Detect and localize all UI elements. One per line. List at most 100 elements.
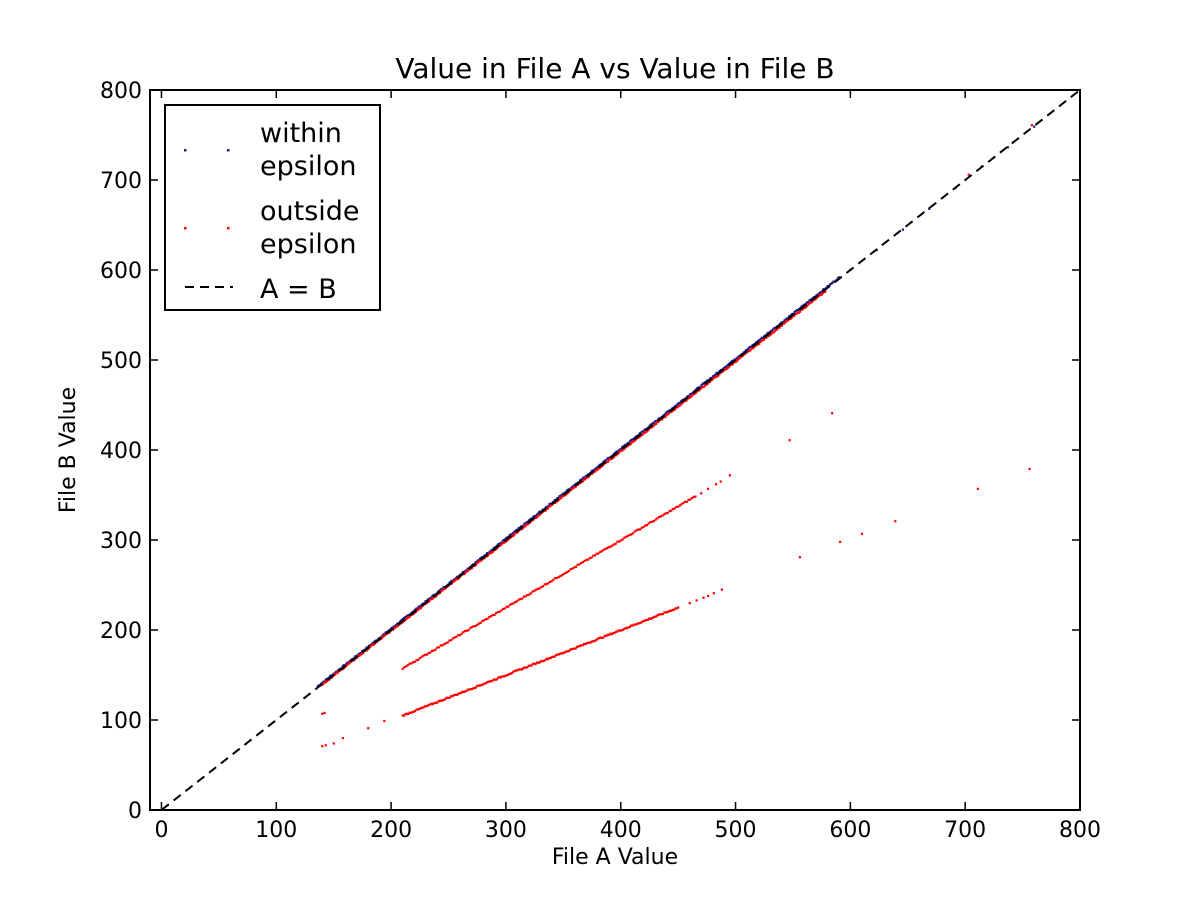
data-point xyxy=(456,578,460,581)
data-point xyxy=(689,498,692,501)
data-point xyxy=(650,423,653,426)
data-point xyxy=(519,525,523,528)
data-point xyxy=(632,623,636,626)
data-point xyxy=(638,622,641,625)
data-point xyxy=(686,395,690,398)
data-point xyxy=(383,719,386,723)
data-point xyxy=(536,515,539,519)
data-point xyxy=(798,556,802,559)
data-point xyxy=(545,582,548,586)
data-point xyxy=(648,617,651,620)
data-point xyxy=(429,598,432,601)
data-point xyxy=(581,477,584,480)
data-point xyxy=(578,644,582,648)
data-point xyxy=(506,536,509,539)
data-point xyxy=(503,541,506,544)
data-point xyxy=(505,605,508,608)
data-point xyxy=(678,404,682,407)
data-point xyxy=(461,570,465,574)
data-point xyxy=(345,663,348,666)
data-point xyxy=(806,304,809,308)
data-point xyxy=(801,308,804,311)
data-point xyxy=(459,691,462,695)
data-point xyxy=(465,570,468,573)
data-point xyxy=(510,533,514,536)
data-point xyxy=(465,689,468,693)
data-point xyxy=(509,533,512,536)
data-point xyxy=(505,674,508,677)
data-point xyxy=(558,495,561,498)
data-point xyxy=(618,629,622,632)
data-point xyxy=(656,614,659,617)
data-point xyxy=(612,543,616,546)
data-point xyxy=(652,520,655,523)
data-point xyxy=(480,556,483,559)
data-point xyxy=(749,348,752,351)
data-point xyxy=(702,596,705,599)
data-point xyxy=(560,496,563,500)
data-point xyxy=(594,469,598,472)
x-tick-label: 300 xyxy=(485,818,527,843)
data-point xyxy=(414,608,417,611)
data-point xyxy=(566,488,569,492)
data-point xyxy=(321,712,324,715)
data-point xyxy=(476,623,479,626)
data-point xyxy=(467,629,470,632)
data-point xyxy=(528,664,532,667)
data-point xyxy=(676,406,679,409)
data-point xyxy=(570,487,574,491)
data-point xyxy=(477,684,480,687)
data-point xyxy=(583,559,586,563)
data-point xyxy=(642,429,645,432)
data-point xyxy=(573,486,576,489)
data-point xyxy=(722,370,725,373)
data-point xyxy=(471,566,474,569)
data-point xyxy=(406,664,409,667)
data-point xyxy=(499,676,503,679)
data-point xyxy=(728,474,732,477)
data-point xyxy=(818,294,821,297)
data-point xyxy=(600,550,604,553)
data-point xyxy=(611,544,614,547)
data-point xyxy=(484,682,487,685)
data-point xyxy=(491,679,494,682)
data-point xyxy=(552,655,555,658)
data-point xyxy=(548,505,551,508)
x-tick-label: 600 xyxy=(829,818,871,843)
data-point xyxy=(814,298,817,301)
data-point xyxy=(657,417,660,420)
data-point xyxy=(395,625,398,628)
data-point xyxy=(437,590,440,593)
data-point xyxy=(623,444,626,447)
data-point xyxy=(489,615,493,618)
data-point xyxy=(710,376,713,380)
data-point xyxy=(510,535,514,538)
data-point xyxy=(654,422,658,426)
data-point xyxy=(452,694,456,697)
data-point xyxy=(601,461,604,464)
data-point xyxy=(681,401,684,405)
data-point xyxy=(415,708,418,711)
data-point xyxy=(787,315,791,318)
data-point xyxy=(434,701,438,704)
data-point xyxy=(512,534,515,538)
data-point xyxy=(511,532,515,535)
data-point xyxy=(474,686,478,689)
data-point xyxy=(703,381,707,384)
data-point xyxy=(607,456,610,460)
data-point xyxy=(800,305,803,308)
legend-label: epsilon xyxy=(260,151,356,182)
data-point xyxy=(591,472,594,475)
data-point xyxy=(510,671,514,675)
data-point xyxy=(625,626,629,630)
data-point xyxy=(518,526,521,529)
data-point xyxy=(659,613,662,616)
data-point xyxy=(571,485,574,489)
data-point xyxy=(681,399,684,402)
data-point xyxy=(453,579,456,583)
data-point xyxy=(390,626,393,630)
data-point xyxy=(632,437,635,441)
data-point xyxy=(755,343,758,346)
data-point xyxy=(512,670,515,673)
data-point xyxy=(474,624,477,628)
